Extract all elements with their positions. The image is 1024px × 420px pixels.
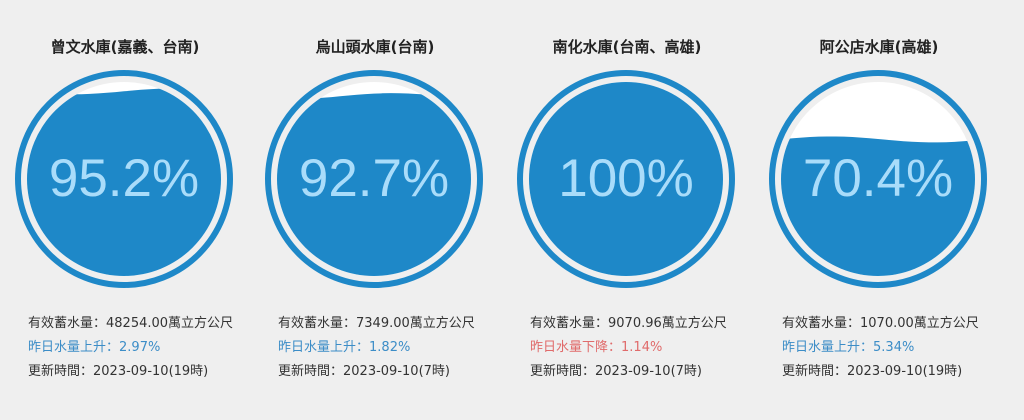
gauge-svg <box>517 70 735 288</box>
reservoir-info: 有效蓄水量：9070.96萬立方公尺 昨日水量下降：1.14% 更新時間：202… <box>530 315 752 387</box>
reservoir-card-agongdian: 阿公店水庫(高雄) 70.4% 有效蓄水量：1070.00萬立方公尺 昨日水量上… <box>754 0 1004 420</box>
change-label: 昨日水量上升： <box>28 340 120 355</box>
update-line: 更新時間：2023-09-10(7時) <box>278 363 500 381</box>
storage-line: 有效蓄水量：9070.96萬立方公尺 <box>530 315 752 333</box>
storage-value: 1070.00萬立方公尺 <box>860 316 979 331</box>
gauge-svg <box>265 70 483 288</box>
reservoir-card-zengwen: 曾文水庫(嘉義、台南) 95.2% 有效蓄水量：48254.00萬立方公尺 昨日… <box>0 0 250 420</box>
gauge-svg <box>769 70 987 288</box>
storage-line: 有效蓄水量：7349.00萬立方公尺 <box>278 315 500 333</box>
storage-label: 有效蓄水量： <box>278 316 357 331</box>
reservoir-title: 烏山頭水庫(台南) <box>315 38 435 56</box>
reservoir-title: 南化水庫(台南、高雄) <box>552 38 702 56</box>
water-level-gauge: 100% <box>515 68 737 290</box>
water-fill <box>27 88 221 276</box>
water-level-gauge: 70.4% <box>767 68 989 290</box>
reservoir-card-wushantou: 烏山頭水庫(台南) 92.7% 有效蓄水量：7349.00萬立方公尺 昨日水量上… <box>250 0 500 420</box>
water-level-percent: 70.4% <box>802 149 954 208</box>
change-value: 1.14% <box>621 340 663 355</box>
storage-line: 有效蓄水量：48254.00萬立方公尺 <box>28 315 250 333</box>
change-label: 昨日水量下降： <box>530 340 622 355</box>
update-value: 2023-09-10(19時) <box>847 364 963 379</box>
update-line: 更新時間：2023-09-10(7時) <box>530 363 752 381</box>
reservoir-card-nanhua: 南化水庫(台南、高雄) 100% 有效蓄水量：9070.96萬立方公尺 昨日水量… <box>502 0 752 420</box>
gauge-ring <box>517 70 735 288</box>
reservoir-info: 有效蓄水量：1070.00萬立方公尺 昨日水量上升：5.34% 更新時間：202… <box>782 315 1004 387</box>
water-fill <box>781 136 975 276</box>
water-level-gauge: 95.2% <box>13 68 235 290</box>
storage-value: 48254.00萬立方公尺 <box>106 316 234 331</box>
update-line: 更新時間：2023-09-10(19時) <box>782 363 1004 381</box>
storage-label: 有效蓄水量： <box>530 316 609 331</box>
storage-label: 有效蓄水量： <box>782 316 861 331</box>
reservoir-info: 有效蓄水量：7349.00萬立方公尺 昨日水量上升：1.82% 更新時間：202… <box>278 315 500 387</box>
change-value: 2.97% <box>119 340 161 355</box>
storage-label: 有效蓄水量： <box>28 316 107 331</box>
storage-value: 7349.00萬立方公尺 <box>356 316 475 331</box>
reservoir-title: 阿公店水庫(高雄) <box>819 38 939 56</box>
update-label: 更新時間： <box>530 364 596 379</box>
change-label: 昨日水量上升： <box>782 340 874 355</box>
update-label: 更新時間： <box>782 364 848 379</box>
storage-line: 有效蓄水量：1070.00萬立方公尺 <box>782 315 1004 333</box>
reservoir-title: 曾文水庫(嘉義、台南) <box>50 38 200 56</box>
change-line: 昨日水量上升：1.82% <box>278 339 500 357</box>
update-label: 更新時間： <box>28 364 94 379</box>
change-value: 5.34% <box>873 340 915 355</box>
change-line: 昨日水量上升：5.34% <box>782 339 1004 357</box>
update-value: 2023-09-10(7時) <box>595 364 702 379</box>
water-level-percent: 100% <box>558 149 694 208</box>
change-value: 1.82% <box>369 340 411 355</box>
change-line: 昨日水量下降：1.14% <box>530 339 752 357</box>
gauge-ring <box>265 70 483 288</box>
storage-value: 9070.96萬立方公尺 <box>608 316 727 331</box>
change-line: 昨日水量上升：2.97% <box>28 339 250 357</box>
water-fill <box>277 93 471 276</box>
water-level-percent: 92.7% <box>298 149 450 208</box>
gauge-ring <box>15 70 233 288</box>
gauge-svg <box>15 70 233 288</box>
change-label: 昨日水量上升： <box>278 340 370 355</box>
gauge-ring <box>769 70 987 288</box>
water-level-gauge: 92.7% <box>263 68 485 290</box>
update-line: 更新時間：2023-09-10(19時) <box>28 363 250 381</box>
water-level-percent: 95.2% <box>48 149 200 208</box>
water-fill <box>529 82 723 276</box>
reservoir-info: 有效蓄水量：48254.00萬立方公尺 昨日水量上升：2.97% 更新時間：20… <box>28 315 250 387</box>
update-label: 更新時間： <box>278 364 344 379</box>
update-value: 2023-09-10(7時) <box>343 364 450 379</box>
update-value: 2023-09-10(19時) <box>93 364 209 379</box>
